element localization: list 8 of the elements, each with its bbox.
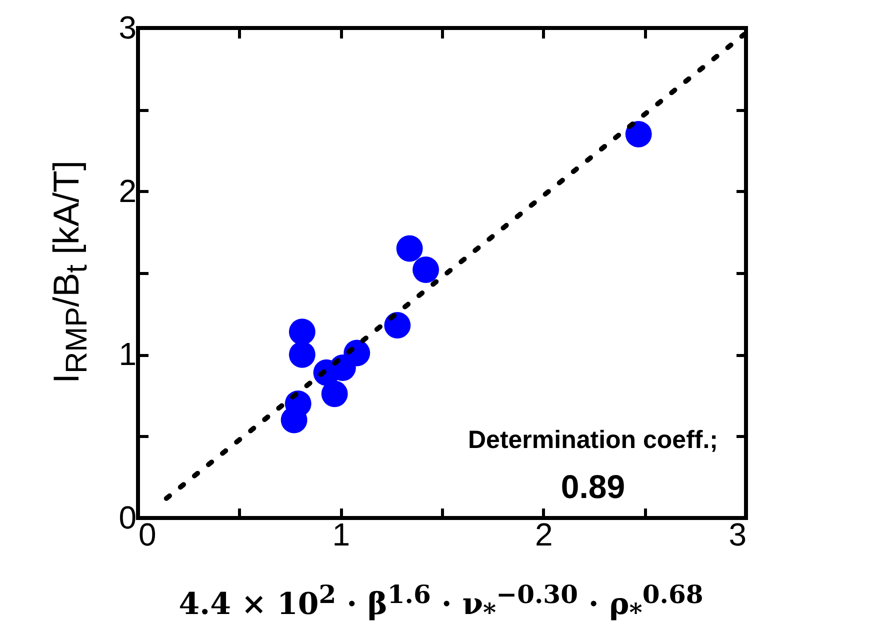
- x-tick-label: 3: [728, 516, 746, 552]
- x-tick-label: 1: [332, 516, 350, 552]
- annotation: 0.89: [560, 468, 626, 505]
- annotation: Determination coeff.;: [468, 426, 718, 454]
- y-tick-label: 2: [118, 172, 136, 209]
- x-tick-label: 2: [534, 516, 553, 552]
- y-tick-label: 3: [118, 10, 136, 46]
- y-tick-label: 1: [118, 336, 136, 372]
